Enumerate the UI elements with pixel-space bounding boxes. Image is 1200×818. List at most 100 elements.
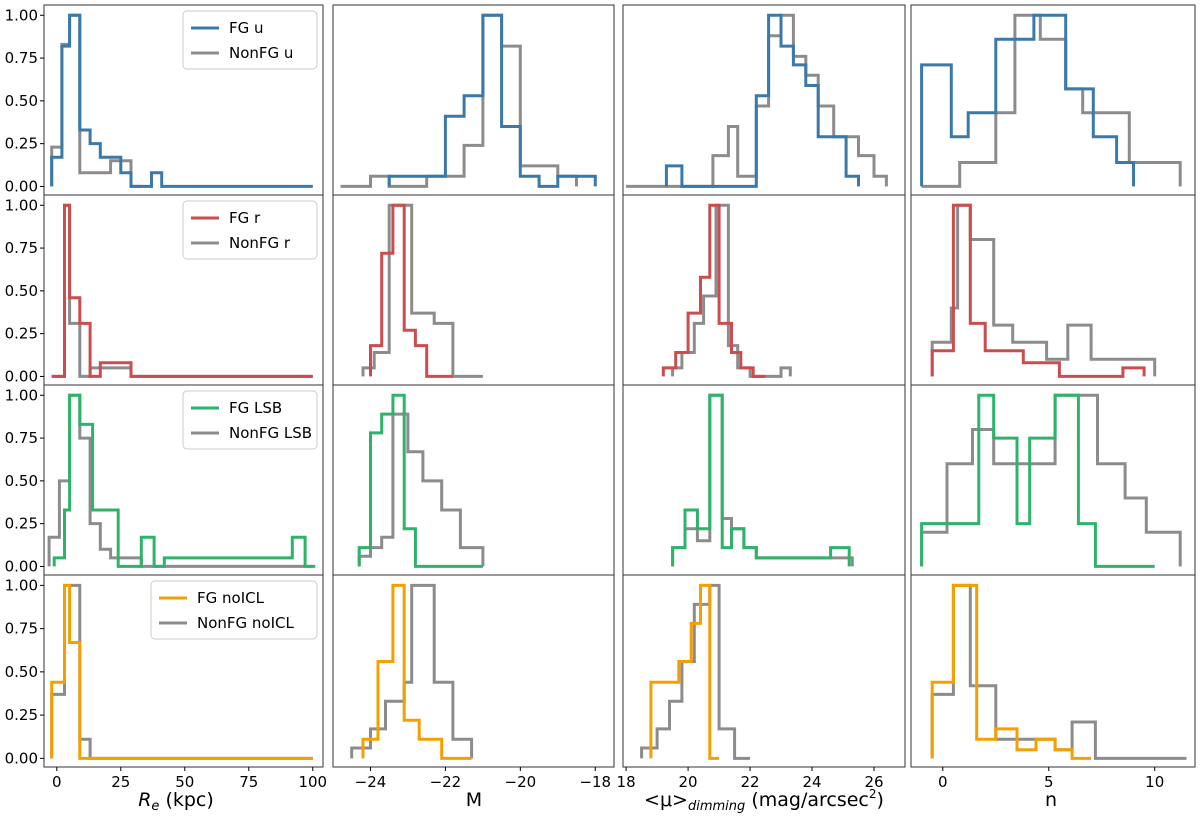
x-tick-label: 18 [617,773,636,791]
fg-r-M-series [369,203,453,378]
nonfg-LSB-Re-series [47,393,313,568]
nonfg-noICL-n-series [930,583,1187,760]
x-tick-label: −20 [505,773,537,791]
nonfg-noICL-mu-series [640,583,751,760]
y-tick-label: 1.00 [5,576,38,594]
legend-u: FG u NonFG u [182,10,318,70]
x-tick-label: −18 [579,773,611,791]
x-tick-label: 22 [741,773,760,791]
nonfg-u-M-series [340,13,578,188]
panel-noICL-mu: 18 20 22 24 26 [617,574,906,791]
nonfg-LSB-mu-series [671,393,854,567]
panel-frame [43,574,324,768]
panel-u-Re: 0.00 0.25 0.50 0.75 1.00 [5,4,324,196]
panel-LSB-M [332,384,615,576]
y-tick-label: 0.25 [5,135,38,153]
panel-frame [332,574,615,768]
panel-u-mu [622,4,906,196]
legend-nonfg-label: NonFG u [229,44,293,62]
y-tick-label: 0.50 [5,472,38,490]
x-tick-label: −22 [430,773,462,791]
fg-LSB-mu-series [671,393,851,567]
fg-u-n-series [920,13,1135,187]
fg-LSB-M-series [357,393,483,568]
legend-fg-label: FG u [229,19,264,37]
y-tick-label: 0.00 [5,367,38,385]
y-tick-label: 0.75 [5,429,38,447]
nonfg-LSB-n-series [920,393,1182,567]
fg-noICL-M-series [361,583,472,760]
panel-u-M [332,4,615,196]
nonfg-u-Re-series [50,13,142,188]
y-tick-label: 0.00 [5,177,38,195]
fg-LSB-Re-series [52,393,316,568]
y-tick-label: 0.50 [5,663,38,681]
y-tick-label: 0.25 [5,706,38,724]
panel-noICL-n: 0 5 10 [910,574,1196,791]
panel-frame [332,4,615,196]
legend-r: FG r NonFG r [182,200,318,260]
fg-noICL-Re-series [50,583,313,760]
x-tick-label: 26 [864,773,883,791]
x-tick-label: 0 [52,773,62,791]
panel-noICL-M: −24 −22 −20 −18 [332,574,615,791]
nonfg-u-mu-series [626,13,888,188]
y-tick-label: 0.25 [5,325,38,343]
legend-nonfg-label: NonFG noICL [197,614,295,632]
x-tick-label: 5 [1044,773,1054,791]
xlabel-n: n [1045,789,1057,811]
panel-LSB-n [910,384,1196,576]
fg-u-Re-series [50,13,313,188]
legend-fg-label: FG LSB [229,399,282,417]
nonfg-u-n-series [921,13,1182,188]
y-tick-label: 0.25 [5,515,38,533]
nonfg-noICL-M-series [350,583,474,759]
y-tick-label: 0.50 [5,282,38,300]
panel-r-n [910,194,1196,386]
legend-fg-label: FG r [229,209,261,227]
y-tick-label: 0.75 [5,239,38,257]
panel-frame [910,574,1196,768]
fg-LSB-n-series [920,393,1155,568]
xlabel-mu: <μ>dimming (mag/arcsec2) [644,787,884,814]
x-tick-label: 75 [239,773,258,791]
legend-nonfg-label: NonFG r [229,234,291,252]
y-tick-label: 0.75 [5,620,38,638]
x-tick-label: −24 [355,773,387,791]
panels-layer: 0.000.250.500.751.000.000.250.500.751.00… [5,4,1196,791]
y-tick-label: 1.00 [5,6,38,24]
nonfg-noICL-Re-series [50,583,313,760]
x-tick-label: 10 [1145,773,1164,791]
y-tick-label: 0.50 [5,92,38,110]
x-tick-label: 100 [298,773,327,791]
x-tick-label: 0 [938,773,948,791]
panel-r-Re: 0.00 0.25 0.50 0.75 1.00 [5,194,324,386]
fg-r-mu-series [661,203,766,378]
x-axis-labels: Re (kpc) M <μ>dimming (mag/arcsec2) n [138,787,1057,814]
x-tick-label: 50 [175,773,194,791]
panel-frame [622,384,906,576]
legend-box [150,580,318,640]
fg-u-mu-series [664,13,860,188]
y-tick-label: 0.75 [5,49,38,67]
panel-noICL-Re: 0.00 0.25 0.50 0.75 1.00 0 25 50 75 100 [5,574,327,791]
fg-r-Re-series [51,203,313,378]
y-tick-label: 1.00 [5,196,38,214]
fg-noICL-mu-series [649,583,720,760]
fg-r-n-series [930,203,1146,378]
panel-r-M [332,194,615,386]
panel-frame [910,4,1196,196]
y-tick-label: 0.00 [5,749,38,767]
nonfg-LSB-M-series [357,412,485,567]
panel-frame [622,194,906,386]
legend-LSB: FG LSB NonFG LSB [182,390,318,450]
panel-u-n [910,4,1196,196]
nonfg-r-n-series [930,203,1157,377]
panel-frame [622,574,906,768]
panel-r-mu [622,194,906,386]
xlabel-re: Re (kpc) [138,789,214,814]
panel-LSB-mu [622,384,906,576]
legend-fg-label: FG noICL [197,589,265,607]
x-tick-label: 25 [111,773,130,791]
